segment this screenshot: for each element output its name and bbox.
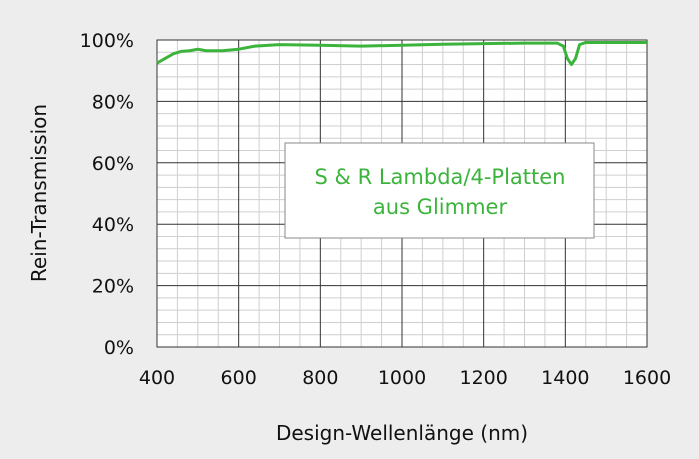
x-tick-label: 1000 [378, 367, 426, 389]
x-tick-label: 600 [221, 367, 257, 389]
x-tick-label: 400 [139, 367, 175, 389]
plot-border [156, 39, 648, 348]
x-axis-title: Design-Wellenlänge (nm) [276, 421, 528, 445]
annotation-box [284, 142, 595, 239]
y-tick-label: 0% [104, 337, 134, 359]
y-tick-label: 60% [92, 153, 134, 175]
y-tick-label: 80% [92, 91, 134, 113]
annotation-text: S & R Lambda/4-Platten [315, 165, 566, 189]
data-line [156, 40, 647, 67]
x-tick-label: 1200 [459, 367, 507, 389]
y-tick-label: 20% [92, 276, 134, 298]
y-tick-label: 40% [92, 214, 134, 236]
labels: 400 600 800 1000 1200 1400 1600 0% 20% 40% 60% 80% 1… [27, 30, 671, 445]
x-tick-label: 1600 [623, 367, 671, 389]
y-tick-label: 100% [80, 30, 134, 52]
annotation-text: aus Glimmer [373, 195, 508, 219]
y-axis-title: Rein-Transmission [27, 104, 51, 282]
marks [156, 40, 647, 67]
x-tick-label: 800 [302, 367, 338, 389]
x-tick-label: 1400 [541, 367, 589, 389]
